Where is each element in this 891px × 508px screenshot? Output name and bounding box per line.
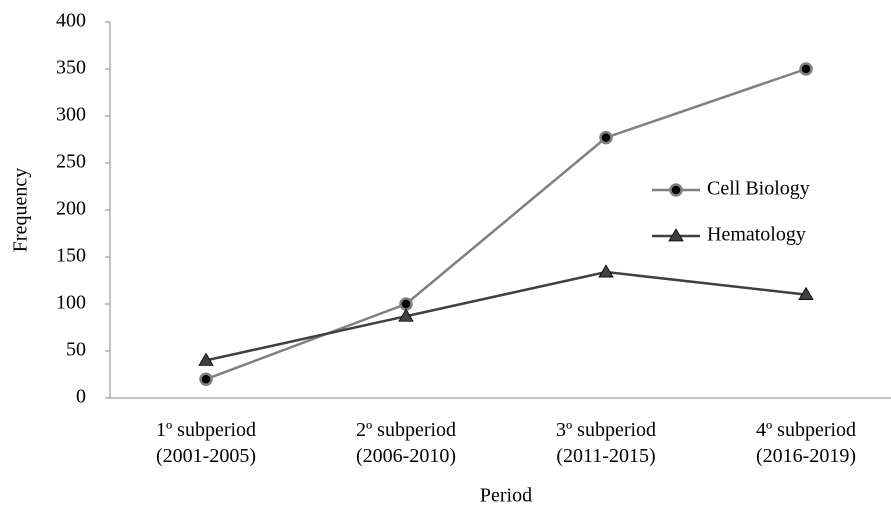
point [599,130,613,145]
point [198,352,214,366]
y-tick-label: 100 [56,292,86,314]
point [799,62,813,76]
y-tick-label: 250 [56,151,86,173]
x-tick-label: 1º subperiod (2001-2005) [156,419,256,467]
x-tick-label-line: (2016-2019) [756,445,856,467]
x-tick-label: 4º subperiod (2016-2019) [756,419,856,467]
x-tick-label-line: 4º subperiod [756,419,856,441]
y-tick-label: 300 [56,104,86,126]
y-tick-label: 350 [56,57,86,79]
y-tick-label: 200 [56,198,86,220]
point [398,308,414,322]
x-tick-label: 2º subperiod (2006-2010) [356,419,456,467]
x-tick-label-line: 2º subperiod [356,419,456,441]
point [798,286,814,300]
point [199,372,213,386]
y-tick-label: 400 [56,10,86,32]
legend-label: Hematology [707,224,806,246]
series-line [205,67,807,381]
x-axis-label: Period [480,485,532,507]
x-tick-label-line: 1º subperiod [156,419,256,441]
y-tick-label: 50 [66,339,86,361]
y-tick-label: 150 [56,245,86,267]
x-tick-label-line: (2006-2010) [356,445,456,467]
point [668,228,684,242]
series [198,264,814,366]
point [598,264,614,278]
point [399,297,413,311]
point [669,183,683,197]
x-tick-label-line: 3º subperiod [556,419,656,441]
y-tick-label: 0 [76,386,86,408]
x-tick-label-line: (2011-2015) [556,445,655,467]
x-tick-label: 3º subperiod (2011-2015) [556,419,656,467]
legend-label: Cell Biology [707,178,810,200]
series [199,62,813,386]
x-tick-label-line: (2001-2005) [156,445,256,467]
y-axis-label: Frequency [10,168,32,252]
series-line [205,270,807,362]
